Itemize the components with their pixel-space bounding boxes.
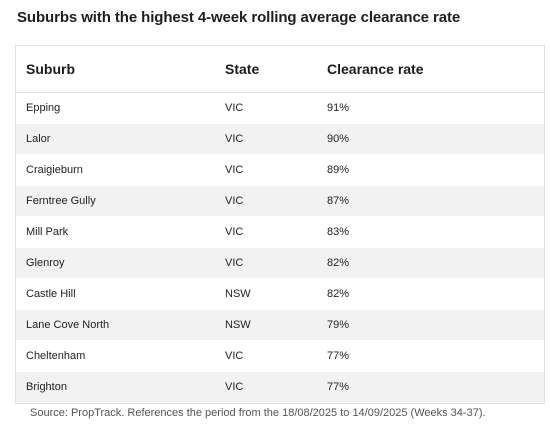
cell-clearance-rate: 89% [317,154,544,186]
cell-state: VIC [215,340,317,372]
table-row: Mill Park VIC 83% [16,216,544,248]
table-row: Castle Hill NSW 82% [16,278,544,310]
column-header-clearance-rate: Clearance rate [317,46,544,93]
cell-suburb: Cheltenham [16,340,215,372]
table-row: Brighton VIC 77% [16,371,544,403]
table-header-row: Suburb State Clearance rate [16,46,544,93]
table-row: Lalor VIC 90% [16,123,544,155]
cell-clearance-rate: 82% [317,278,544,310]
cell-suburb: Castle Hill [16,278,215,310]
table-row: Cheltenham VIC 77% [16,340,544,372]
column-header-suburb: Suburb [16,46,215,93]
cell-state: VIC [215,185,317,217]
cell-state: VIC [215,247,317,279]
cell-suburb: Epping [16,92,215,124]
cell-clearance-rate: 91% [317,92,544,124]
cell-clearance-rate: 83% [317,216,544,248]
cell-suburb: Craigieburn [16,154,215,186]
cell-state: NSW [215,309,317,341]
cell-state: VIC [215,123,317,155]
clearance-rate-table-container: Suburb State Clearance rate Epping VIC 9… [15,45,545,404]
cell-clearance-rate: 77% [317,371,544,403]
clearance-rate-table: Suburb State Clearance rate Epping VIC 9… [16,46,544,403]
page-title: Suburbs with the highest 4-week rolling … [17,9,461,26]
cell-clearance-rate: 82% [317,247,544,279]
cell-clearance-rate: 77% [317,340,544,372]
table-row: Glenroy VIC 82% [16,247,544,279]
column-header-state: State [215,46,317,93]
table-row: Epping VIC 91% [16,92,544,124]
cell-clearance-rate: 90% [317,123,544,155]
table-row: Craigieburn VIC 89% [16,154,544,186]
cell-suburb: Lane Cove North [16,309,215,341]
cell-state: VIC [215,154,317,186]
cell-suburb: Mill Park [16,216,215,248]
table-row: Ferntree Gully VIC 87% [16,185,544,217]
cell-state: VIC [215,92,317,124]
cell-suburb: Lalor [16,123,215,155]
cell-state: VIC [215,371,317,403]
cell-clearance-rate: 79% [317,309,544,341]
cell-suburb: Ferntree Gully [16,185,215,217]
cell-state: VIC [215,216,317,248]
cell-clearance-rate: 87% [317,185,544,217]
cell-suburb: Glenroy [16,247,215,279]
source-footnote: Source: PropTrack. References the period… [30,407,486,419]
cell-state: NSW [215,278,317,310]
table-row: Lane Cove North NSW 79% [16,309,544,341]
cell-suburb: Brighton [16,371,215,403]
